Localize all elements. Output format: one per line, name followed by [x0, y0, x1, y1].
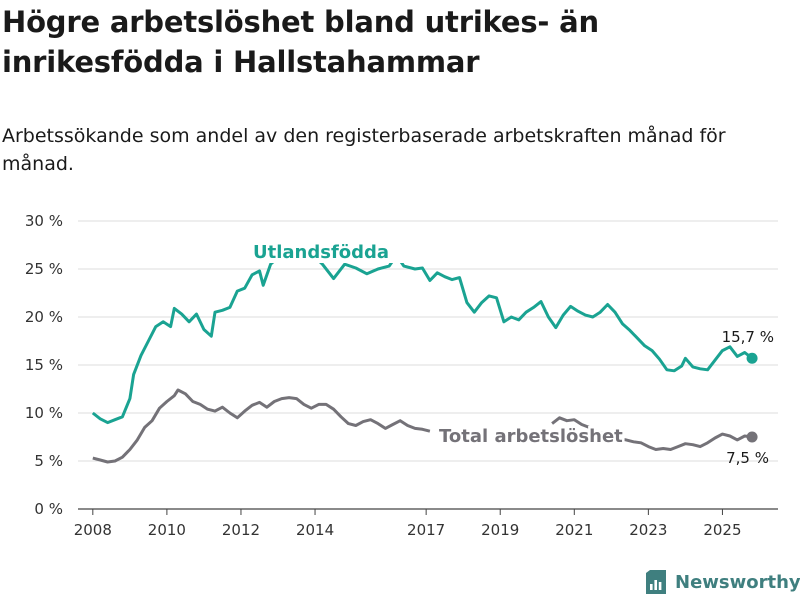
y-tick-label: 10 % [25, 404, 63, 422]
total-line [92, 388, 431, 464]
y-tick-label: 20 % [25, 308, 63, 326]
x-tick-label: 2014 [296, 521, 334, 539]
x-tick-label: 2008 [74, 521, 112, 539]
foreign-series-label: Utlandsfödda [253, 242, 389, 263]
total-end-label: 7,5 % [726, 449, 769, 467]
y-axis-ticks: 0 % 5 % 10 % 15 % 20 % 25 % 30 % [25, 212, 63, 518]
foreign-end-label: 15,7 % [722, 328, 774, 346]
newsworthy-brand[interactable]: Newsworthy [644, 570, 800, 594]
series-lines [91, 263, 758, 464]
y-tick-label: 15 % [25, 356, 63, 374]
bar-chart-logo-icon [646, 570, 666, 594]
x-tick-label: 2017 [407, 521, 445, 539]
x-axis: 2008 2010 2012 2014 2017 2019 2021 2023 2025 [74, 508, 778, 539]
y-tick-label: 25 % [25, 260, 63, 278]
chart-title: Högre arbetslöshet bland utrikes- än inr… [2, 5, 599, 79]
brand-name: Newsworthy [675, 571, 800, 593]
total-series-label: Total arbetslöshet [439, 426, 623, 447]
x-tick-label: 2021 [555, 521, 593, 539]
y-tick-label: 30 % [25, 212, 63, 230]
y-tick-label: 0 % [34, 500, 63, 518]
total-line-segment [551, 416, 753, 451]
chart-subtitle: Arbetssökande som andel av den registerb… [2, 125, 726, 175]
x-tick-label: 2019 [481, 521, 519, 539]
x-tick-label: 2012 [222, 521, 260, 539]
x-tick-label: 2023 [629, 521, 667, 539]
y-tick-label: 5 % [34, 452, 63, 470]
series-labels: Utlandsfödda Total arbetslöshet 15,7 % 7,5 … [251, 240, 775, 468]
x-tick-label: 2025 [703, 521, 741, 539]
foreign-end-dot [746, 352, 758, 364]
total-end-dot [746, 431, 758, 443]
gridlines [78, 220, 778, 462]
x-tick-label: 2010 [148, 521, 186, 539]
foreign-line [91, 263, 754, 425]
